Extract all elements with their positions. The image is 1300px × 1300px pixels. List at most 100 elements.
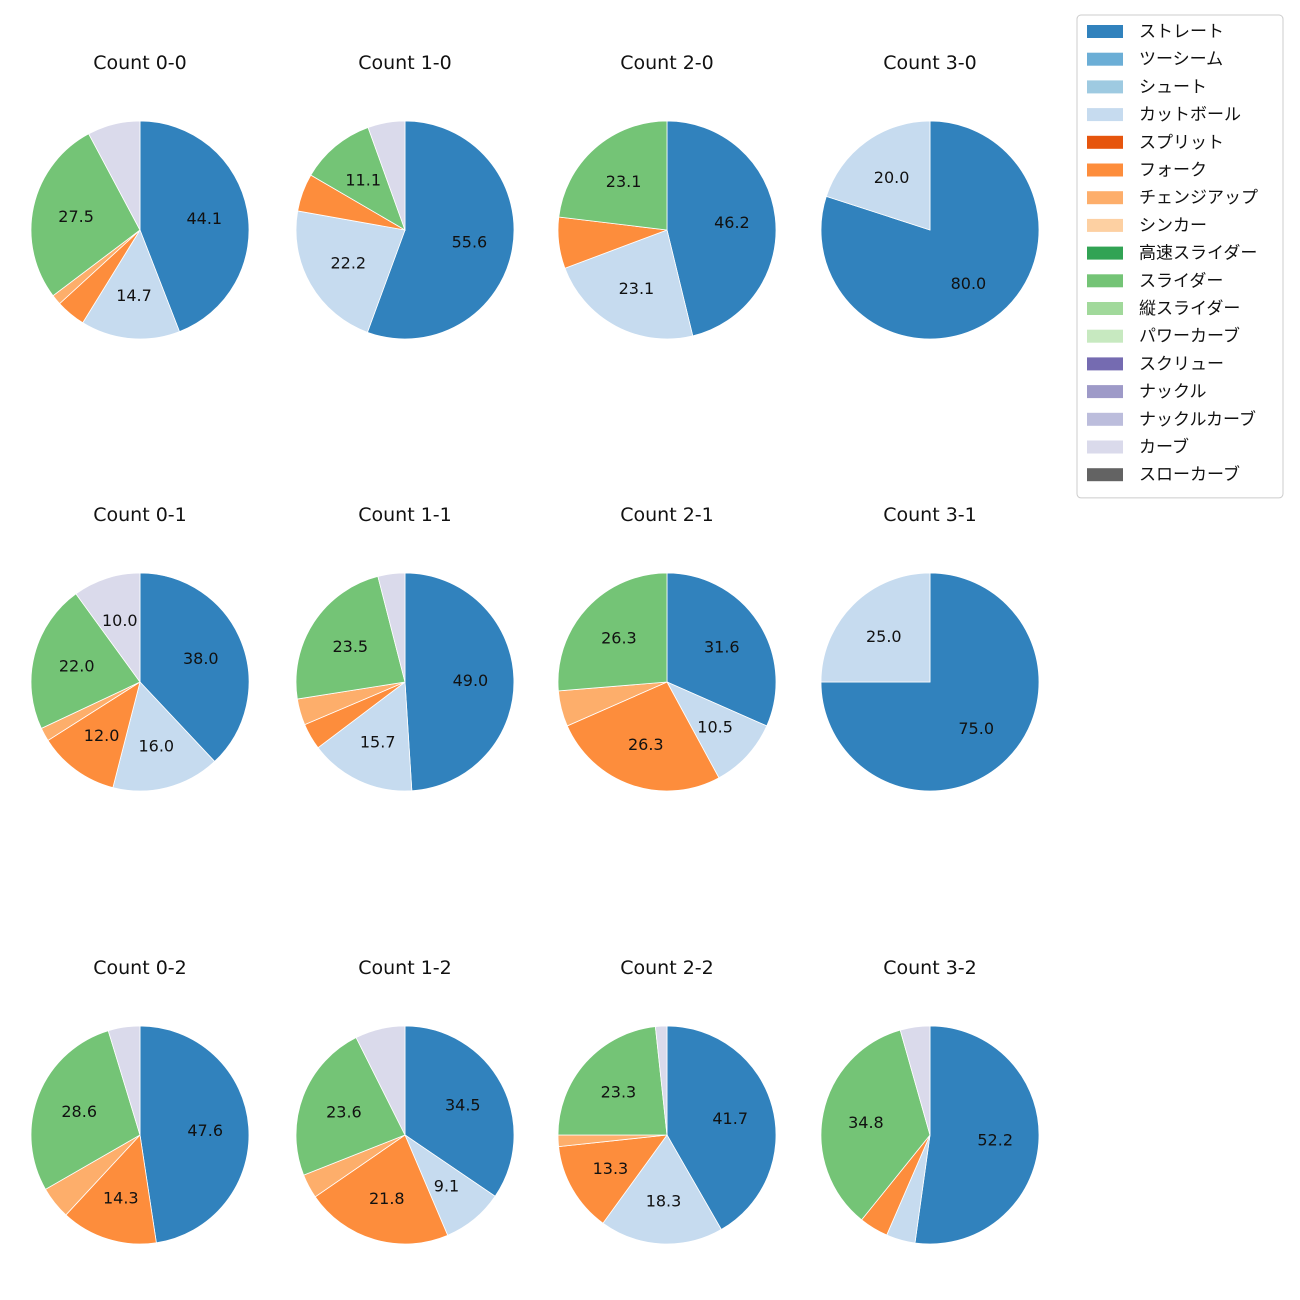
legend-swatch: [1087, 191, 1123, 205]
slice-label: 10.5: [697, 717, 733, 736]
slice-label: 52.2: [977, 1131, 1013, 1150]
pie-slice: [30, 133, 141, 297]
slice-label: 16.0: [138, 736, 174, 755]
legend-swatch: [1087, 440, 1123, 454]
slice-label: 22.0: [59, 657, 95, 676]
legend-swatch: [1087, 412, 1123, 426]
slice-label: 34.5: [445, 1095, 481, 1114]
slice-label: 9.1: [434, 1177, 459, 1196]
legend-label: ナックルカーブ: [1139, 409, 1256, 430]
pie-slice: [666, 681, 768, 779]
pie-slice: [825, 120, 931, 231]
slice-label: 11.1: [345, 171, 381, 190]
slice-label: 31.6: [704, 637, 740, 656]
slice-label: 10.0: [102, 611, 138, 630]
pie-title: Count 1-0: [358, 52, 452, 74]
pie-slice: [666, 120, 777, 337]
pie-title: Count 0-1: [93, 504, 187, 526]
slice-label: 18.3: [646, 1191, 682, 1210]
slice-label: 25.0: [866, 627, 902, 646]
pie-slice: [295, 210, 406, 333]
pie-slice: [112, 681, 216, 792]
slice-label: 22.2: [330, 254, 366, 273]
slice-label: 23.3: [601, 1082, 637, 1101]
pie-slice: [317, 681, 413, 792]
legend-frame: [1076, 14, 1284, 499]
slice-label: 26.3: [628, 735, 664, 754]
pie-slice: [355, 1025, 406, 1136]
pie-slice: [558, 120, 668, 231]
slice-label: 21.8: [369, 1189, 405, 1208]
legend-label: 縦スライダー: [1139, 299, 1240, 319]
slice-label: 47.6: [187, 1121, 223, 1140]
pie-chart: Count 3-1 75.0 25.0: [820, 504, 1040, 792]
slice-label: 80.0: [951, 274, 987, 293]
pie-title: Count 3-2: [883, 957, 977, 979]
legend-swatch: [1087, 163, 1123, 177]
legend-swatch: [1087, 246, 1123, 260]
legend-label: スクリュー: [1139, 354, 1224, 374]
pie-slice: [377, 572, 406, 683]
slice-label: 49.0: [453, 671, 489, 690]
slice-label: 14.7: [116, 286, 152, 305]
pie-title: Count 1-2: [358, 957, 452, 979]
legend-label: チェンジアップ: [1139, 188, 1258, 208]
pie-slice: [30, 1030, 141, 1190]
legend-label: 高速スライダー: [1139, 244, 1257, 264]
slice-label: 26.3: [601, 629, 637, 648]
pie-slice: [558, 1134, 668, 1224]
pie-slice: [666, 572, 777, 727]
pie-chart: Count 1-1 49.0 15.7 23.5: [295, 504, 515, 792]
pie-slice: [820, 120, 1040, 340]
pie-slice: [88, 120, 141, 231]
pie-title: Count 3-1: [883, 504, 977, 526]
legend-swatch: [1087, 80, 1123, 94]
pie-slice: [404, 572, 515, 792]
pie-chart: Count 2-1 31.6 10.5 26.3 26.3: [557, 504, 777, 792]
pie-slice: [82, 229, 181, 340]
slice-label: 23.5: [332, 637, 368, 656]
legend-label: ナックル: [1139, 382, 1207, 402]
pie-slice: [899, 1025, 931, 1136]
pie-slice: [75, 572, 141, 684]
pie-title: Count 1-1: [358, 504, 452, 526]
legend-swatch: [1087, 468, 1123, 482]
pie-slice: [295, 575, 406, 700]
pie-chart: Count 3-2 52.2 34.8: [820, 957, 1040, 1245]
pie-slice: [295, 1037, 406, 1176]
slice-label: 20.0: [874, 168, 910, 187]
slice-label: 46.2: [714, 213, 750, 232]
pie-title: Count 0-0: [93, 52, 187, 74]
pie-slice: [310, 126, 406, 231]
legend-label: ツーシーム: [1139, 50, 1223, 70]
pie-slice: [404, 1025, 515, 1197]
legend-swatch: [1087, 274, 1123, 288]
pie-chart: Count 1-0 55.6 22.2 11.1: [295, 52, 515, 340]
legend-swatch: [1087, 302, 1123, 315]
pie-slice: [820, 1029, 931, 1221]
pie-slice: [139, 572, 250, 763]
pie-slice: [107, 1025, 141, 1136]
pie-title: Count 0-2: [93, 957, 187, 979]
legend-label: シンカー: [1139, 216, 1207, 236]
legend-label: パワーカーブ: [1139, 326, 1240, 347]
pie-slice: [139, 1025, 250, 1244]
pie-slice: [65, 1134, 157, 1245]
pie-title: Count 3-0: [883, 52, 977, 74]
legend-swatch: [1087, 218, 1123, 232]
legend-swatch: [1087, 52, 1123, 66]
pie-slice: [666, 1025, 777, 1231]
pie-slice: [30, 593, 141, 729]
slice-label: 27.5: [58, 207, 94, 226]
pie-chart: Count 3-0 80.0 20.0: [820, 52, 1040, 340]
pie-slice: [557, 1026, 668, 1136]
pie-chart: Count 0-1 38.0 16.0 12.0 22.0 10.0: [30, 504, 250, 792]
legend-label: ストレート: [1139, 22, 1224, 42]
pie-slice: [366, 120, 515, 340]
slice-label: 12.0: [84, 726, 120, 745]
legend-label: スライダー: [1139, 271, 1223, 291]
slice-label: 14.3: [103, 1189, 139, 1208]
pie-slice: [139, 120, 250, 333]
pie-slice: [314, 1134, 449, 1245]
